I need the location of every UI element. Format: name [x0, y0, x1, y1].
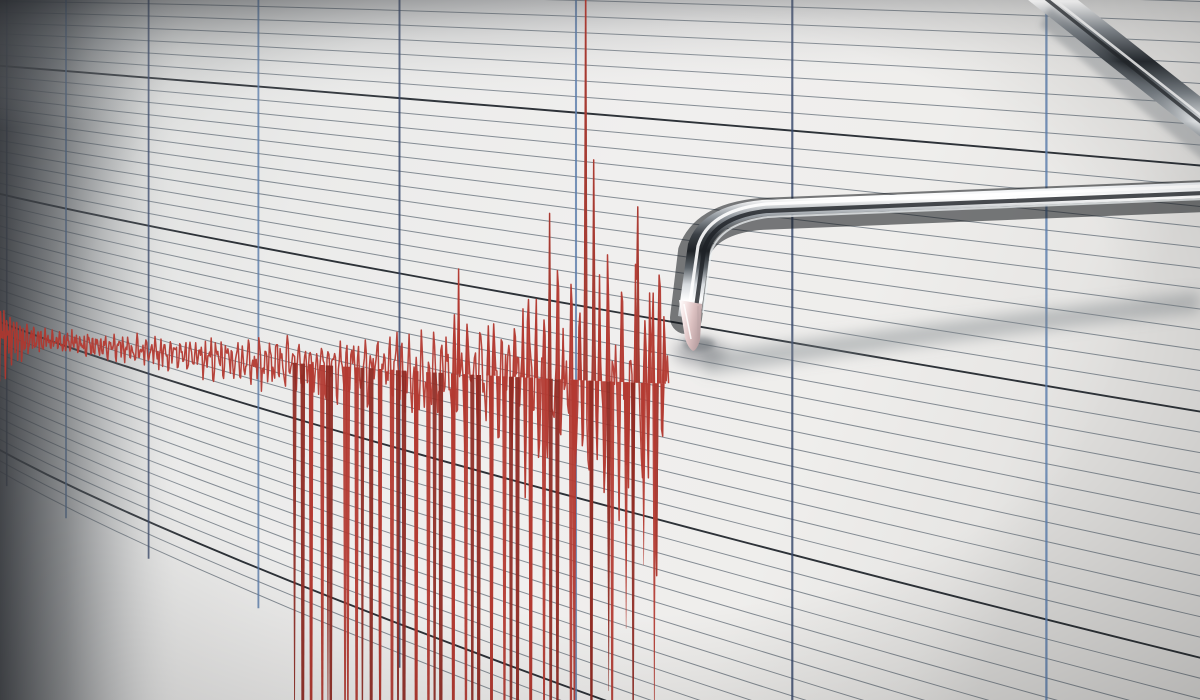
vignette [0, 0, 1200, 700]
seismograph-photo [0, 0, 1200, 700]
seismograph-svg [0, 0, 1200, 700]
scene-container [0, 0, 1200, 700]
